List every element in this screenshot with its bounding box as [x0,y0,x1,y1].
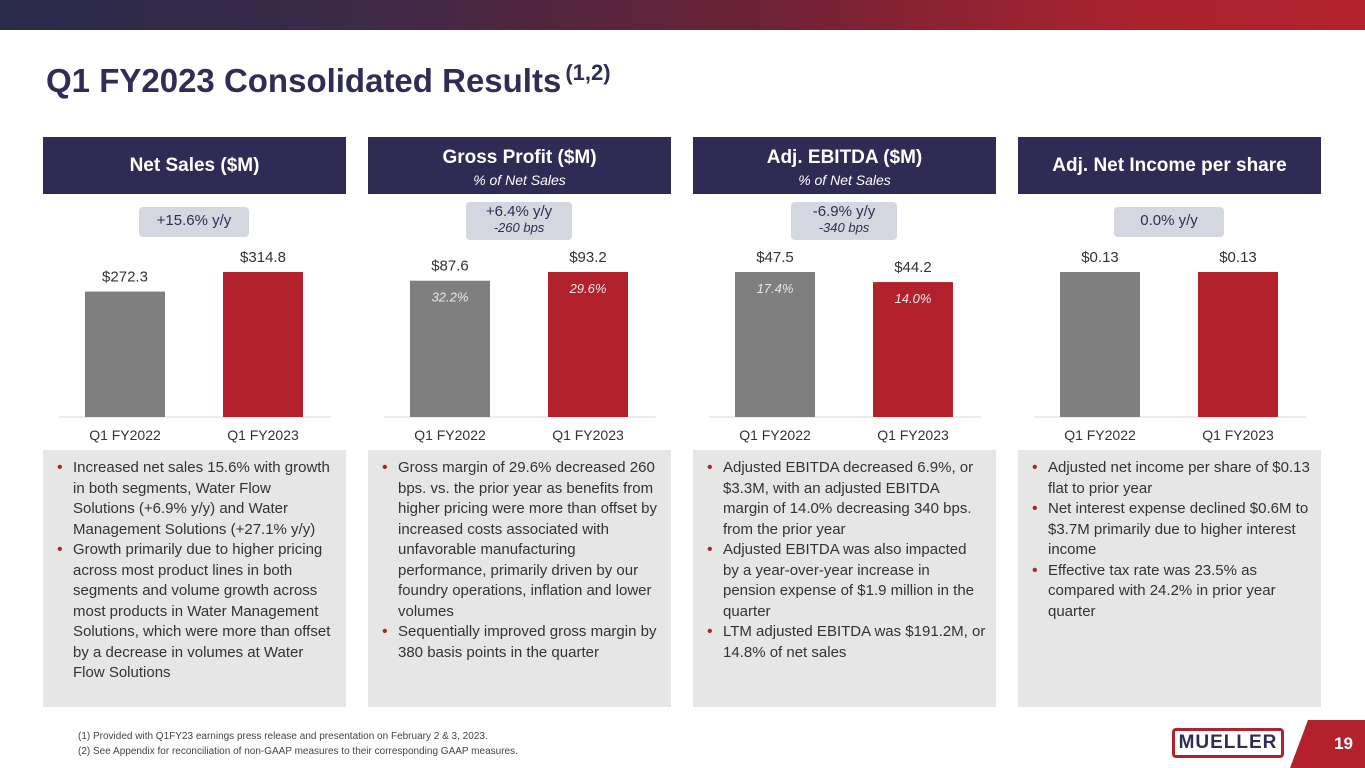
panel-header: Adj. EBITDA ($M) % of Net Sales [693,137,996,194]
panel-header: Net Sales ($M) [43,137,346,194]
yoy-value: -6.9% y/y [812,203,876,220]
footnotes: (1) Provided with Q1FY23 earnings press … [78,729,518,759]
notes-box: Increased net sales 15.6% with growth in… [43,450,346,707]
panel-gross-profit: Gross Profit ($M) % of Net Sales +6.4% y… [368,137,671,707]
bar-margin-label: 14.0% [895,291,932,306]
bar-q1-fy2022 [85,291,165,417]
note-item: Increased net sales 15.6% with growth in… [55,458,336,540]
note-item: Effective tax rate was 23.5% as compared… [1030,561,1311,623]
panel-header: Gross Profit ($M) % of Net Sales [368,137,671,194]
panel-net-sales: Net Sales ($M) +15.6% y/y $272.3 $314.8 Q… [43,137,346,707]
yoy-bps: -260 bps [493,220,545,235]
yoy-value: 0.0% y/y [1140,212,1198,229]
bar-q1-fy2023 [873,282,953,417]
x-tick-label: Q1 FY2022 [89,427,161,443]
yoy-value: +15.6% y/y [156,212,232,229]
panel-subtitle: % of Net Sales [473,172,566,188]
note-item: LTM adjusted EBITDA was $191.2M, or 14.8… [705,622,986,663]
panel-adj-ebitda: Adj. EBITDA ($M) % of Net Sales -6.9% y/… [693,137,996,707]
yoy-value: +6.4% y/y [485,203,553,220]
x-tick-label: Q1 FY2022 [1064,427,1136,443]
bar-value-label: $44.2 [894,259,932,276]
bar-margin-label: 32.2% [432,290,469,305]
bar-q1-fy2023 [548,272,628,417]
yoy-bps: -340 bps [818,220,870,235]
note-item: Adjusted net income per share of $0.13 f… [1030,458,1311,499]
bar-value-label: $93.2 [569,249,607,266]
adj-net-income-chart: $0.13 $0.13 [1018,237,1321,447]
x-tick-label: Q1 FY2022 [739,427,811,443]
note-item: Adjusted EBITDA decreased 6.9%, or $3.3M… [705,458,986,540]
panel-title: Adj. Net Income per share [1052,155,1287,176]
bar-value-label: $87.6 [431,258,469,275]
bar-value-label: $0.13 [1219,249,1257,266]
notes-box: Adjusted EBITDA decreased 6.9%, or $3.3M… [693,450,996,707]
yoy-badge: 0.0% y/y [1114,207,1224,237]
footnote: (2) See Appendix for reconciliation of n… [78,746,518,757]
net-sales-chart: $272.3 $314.8 [43,237,346,447]
bar-value-label: $314.8 [240,249,286,266]
bar-q1-fy2022 [410,280,490,417]
panel-title: Net Sales ($M) [129,155,260,176]
note-item: Net interest expense declined $0.6M to $… [1030,499,1311,561]
chart-svg: $47.5 17.4% $44.2 14.0% [709,249,981,418]
note-item: Adjusted EBITDA was also impacted by a y… [705,540,986,622]
bar-q1-fy2022 [1060,272,1140,417]
gross-profit-chart: $87.6 32.2% $93.2 29.6% [368,237,671,447]
page-number: 19 [1290,720,1365,768]
bar-value-label: $272.3 [102,269,148,286]
title-footnote-ref: (1,2) [565,60,611,85]
yoy-badge: +6.4% y/y -260 bps [466,202,572,240]
bar-value-label: $0.13 [1081,249,1119,266]
yoy-badge: -6.9% y/y -340 bps [791,202,897,240]
panel-title: Adj. EBITDA ($M) [766,147,923,168]
note-item: Gross margin of 29.6% decreased 260 bps.… [380,458,661,622]
bar-margin-label: 17.4% [757,281,794,296]
x-tick-label: Q1 FY2023 [552,427,624,443]
notes-box: Gross margin of 29.6% decreased 260 bps.… [368,450,671,707]
chart-svg: $87.6 32.2% $93.2 29.6% [384,249,656,418]
x-tick-label: Q1 FY2022 [414,427,486,443]
notes-box: Adjusted net income per share of $0.13 f… [1018,450,1321,707]
x-tick-label: Q1 FY2023 [1202,427,1274,443]
panel-subtitle: % of Net Sales [798,172,891,188]
bar-q1-fy2023 [223,272,303,417]
bar-q1-fy2022 [735,272,815,417]
panel-title: Gross Profit ($M) [442,147,597,168]
bar-value-label: $47.5 [756,249,794,266]
x-tick-label: Q1 FY2023 [227,427,299,443]
yoy-badge: +15.6% y/y [139,207,249,237]
chart-svg: $0.13 $0.13 [1034,249,1306,418]
page-title: Q1 FY2023 Consolidated Results (1,2) [46,60,611,100]
bar-q1-fy2023 [1198,272,1278,417]
adj-ebitda-chart: $47.5 17.4% $44.2 14.0% [693,237,996,447]
bar-margin-label: 29.6% [569,281,607,296]
panel-adj-net-income: Adj. Net Income per share 0.0% y/y $0.13… [1018,137,1321,707]
top-gradient-bar [0,0,1365,30]
panel-header: Adj. Net Income per share [1018,137,1321,194]
chart-svg: $272.3 $314.8 [59,249,331,418]
note-item: Growth primarily due to higher pricing a… [55,540,336,684]
page-title-text: Q1 FY2023 Consolidated Results [46,62,562,99]
mueller-logo: MUELLER [1172,728,1284,758]
footnote: (1) Provided with Q1FY23 earnings press … [78,731,488,742]
x-tick-label: Q1 FY2023 [877,427,949,443]
note-item: Sequentially improved gross margin by 38… [380,622,661,663]
